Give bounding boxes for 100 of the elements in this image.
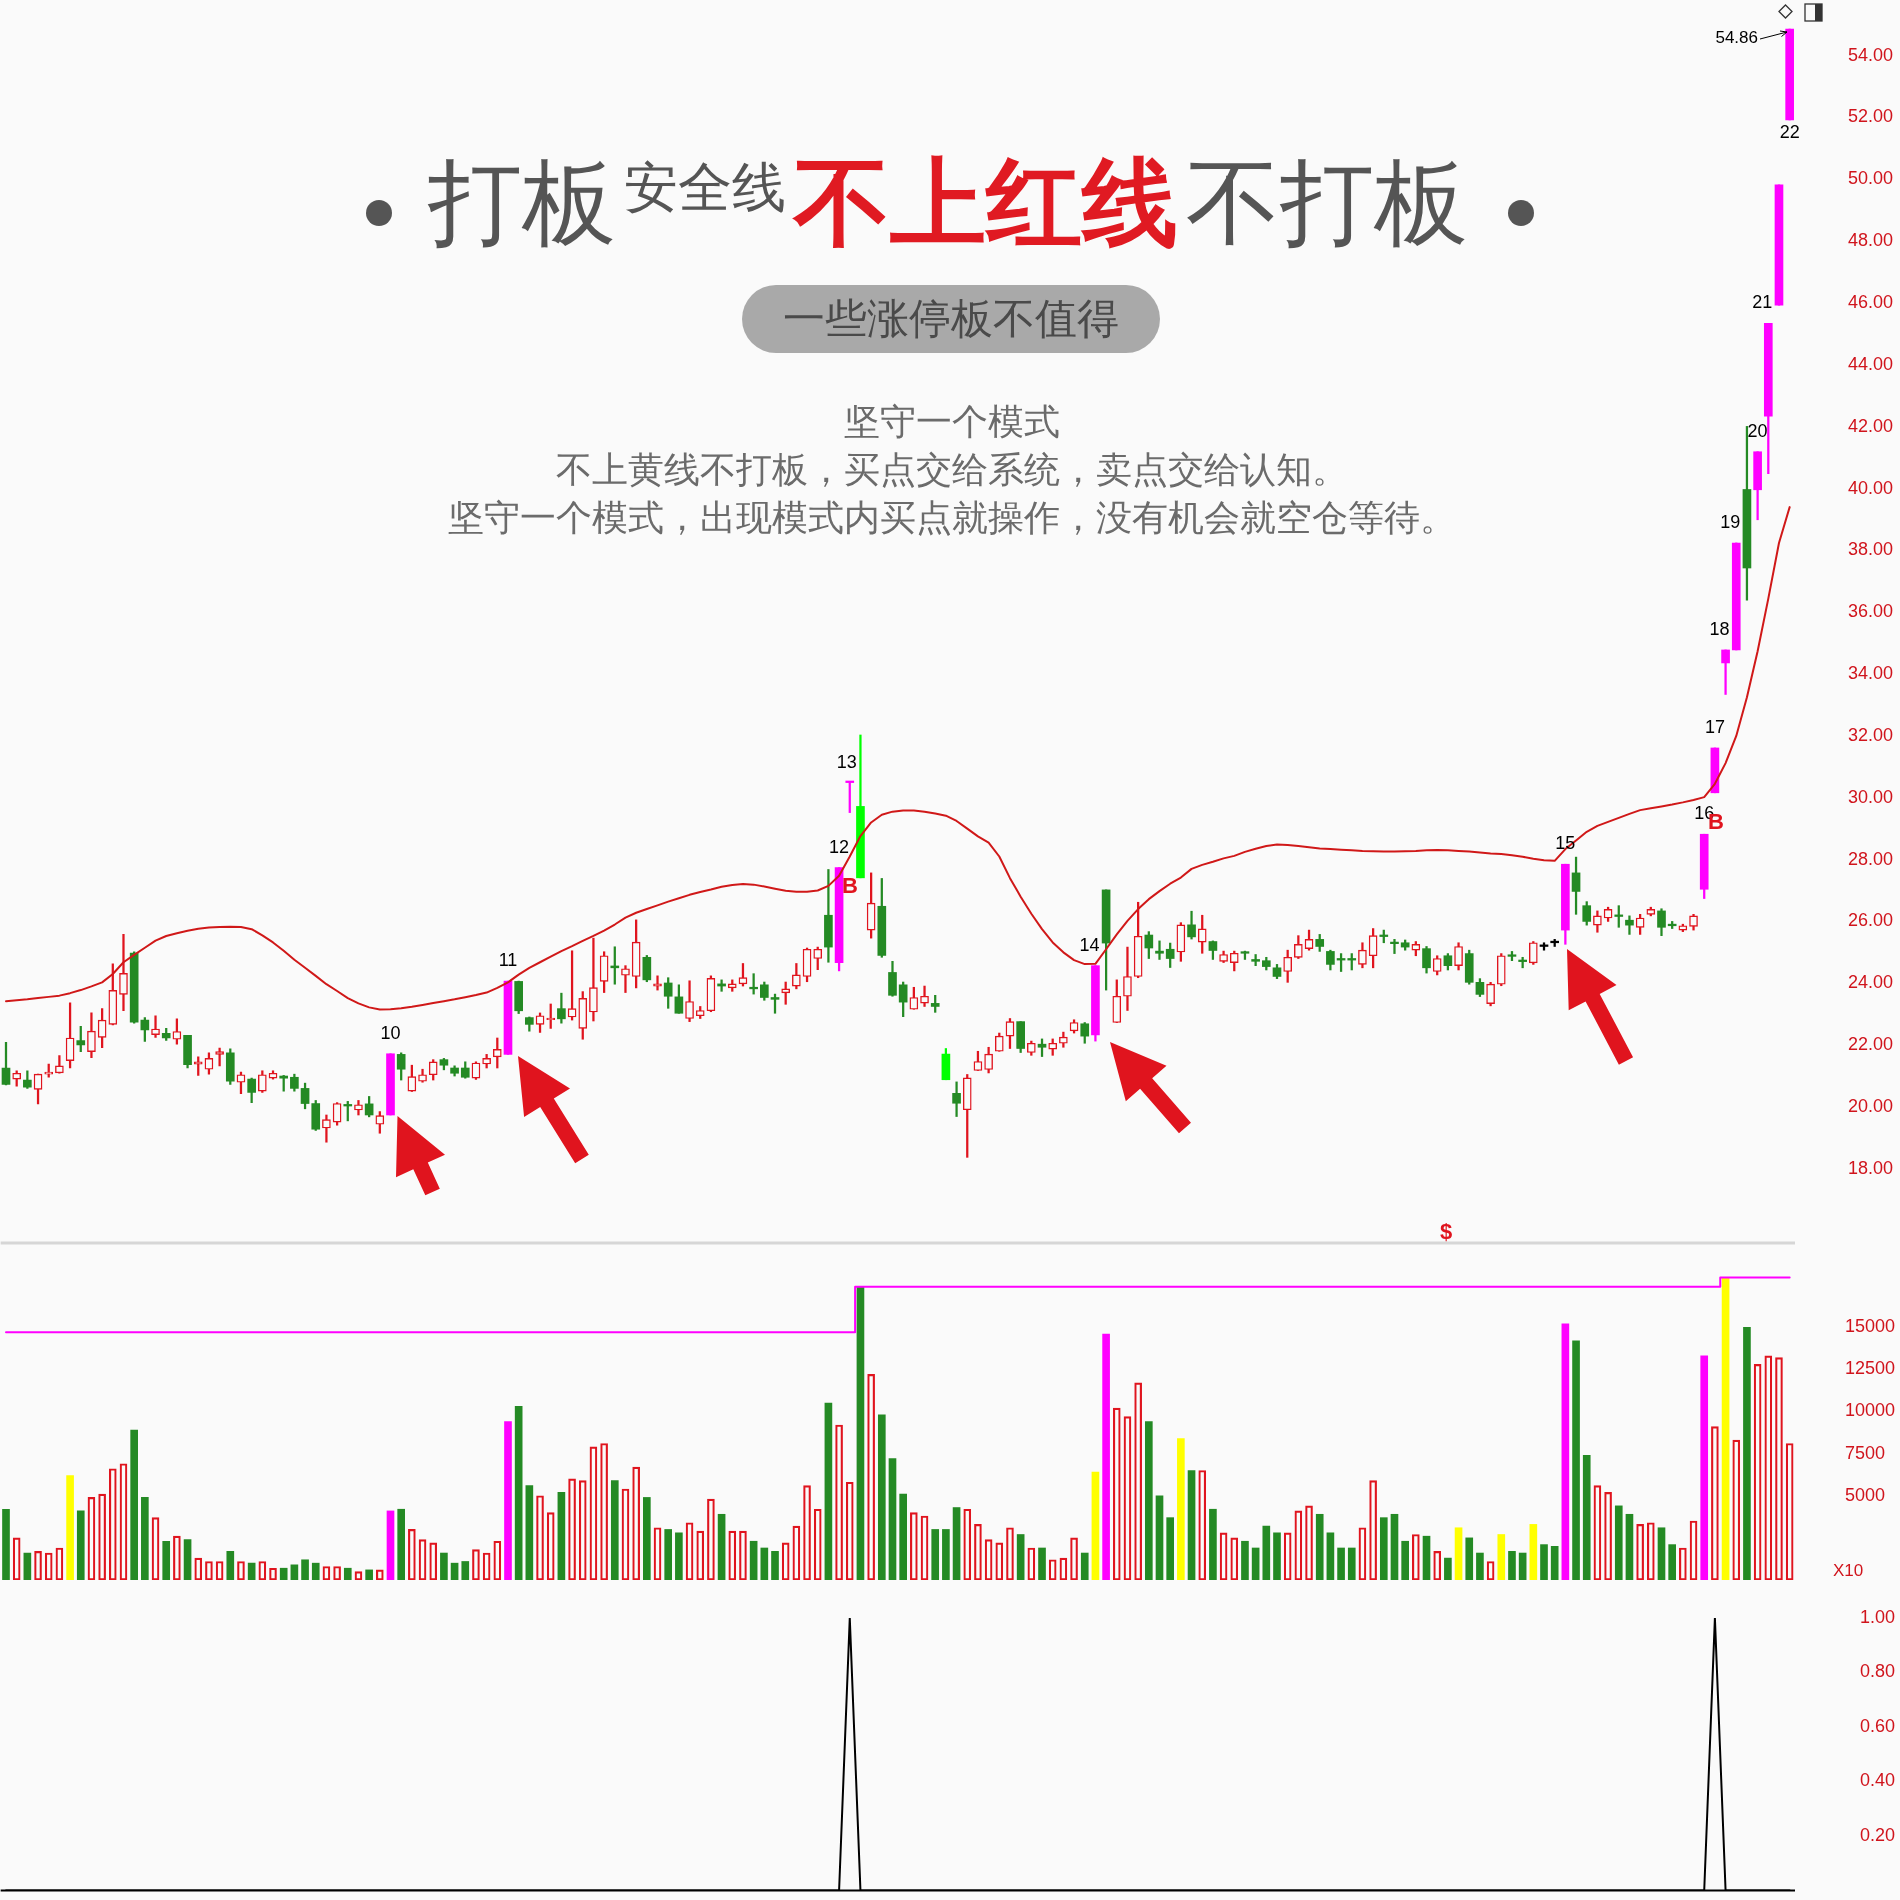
- y-tick-label: 12500: [1845, 1358, 1896, 1379]
- y-tick-label: 28.00: [1848, 848, 1894, 869]
- y-tick-label: 38.00: [1848, 539, 1894, 560]
- bar: [931, 1529, 940, 1580]
- bar: [1326, 1532, 1335, 1580]
- y-tick-label: 36.00: [1848, 601, 1894, 622]
- bar: [1700, 1355, 1709, 1580]
- bar: [279, 1567, 288, 1580]
- y-tick-label: 7500: [1845, 1442, 1886, 1463]
- text: 10: [380, 1022, 401, 1043]
- bar: [1144, 1421, 1153, 1580]
- bar: [1572, 1340, 1580, 1580]
- y-tick-label: 42.00: [1848, 415, 1894, 436]
- bar: [1668, 1544, 1676, 1580]
- bar: [311, 1562, 320, 1580]
- bar: [1209, 1508, 1217, 1580]
- bar: [1347, 1547, 1356, 1580]
- bar: [1444, 1557, 1452, 1580]
- y-tick-label: 18.00: [1848, 1157, 1894, 1178]
- annotation: 54.86: [1715, 28, 1758, 48]
- bar: [1550, 1545, 1559, 1580]
- bar: [1262, 1525, 1271, 1580]
- bar: [664, 1529, 673, 1580]
- bar: [1508, 1551, 1516, 1580]
- candlestick: [1625, 915, 1634, 935]
- y-tick-label: 10000: [1845, 1400, 1896, 1421]
- bar: [749, 1540, 758, 1580]
- bar: [899, 1493, 907, 1580]
- bar: [1540, 1544, 1548, 1580]
- bar: [247, 1562, 256, 1580]
- bar: [504, 1421, 512, 1580]
- bar: [888, 1458, 897, 1580]
- y-tick-label: 54.00: [1848, 44, 1894, 65]
- bar: [760, 1547, 769, 1580]
- bar: [1166, 1517, 1175, 1580]
- bar: [1080, 1552, 1089, 1580]
- bar: [130, 1429, 138, 1580]
- bar: [1529, 1524, 1538, 1580]
- y-tick-label: 32.00: [1848, 724, 1894, 745]
- bar: [771, 1551, 779, 1580]
- candlestick: [1390, 939, 1399, 954]
- bar: [1102, 1333, 1110, 1580]
- text: 11: [498, 950, 518, 971]
- y-tick-label: 0.40: [1860, 1770, 1896, 1791]
- y-tick-label: 48.00: [1848, 230, 1894, 251]
- bar: [1465, 1537, 1474, 1580]
- y-axis-title: X10: [1833, 1560, 1864, 1580]
- bar: [365, 1569, 373, 1580]
- bar: [856, 1286, 865, 1580]
- y-tick-label: 24.00: [1848, 972, 1894, 993]
- annotation: 坚守一个模式，出现模式内买点就操作，没有机会就空仓等待。: [448, 497, 1456, 538]
- bar: [824, 1402, 833, 1580]
- bar: [397, 1508, 406, 1580]
- bar: [1038, 1547, 1046, 1580]
- bar: [440, 1552, 448, 1580]
- bar: [525, 1485, 534, 1580]
- bar: [1155, 1495, 1164, 1580]
- bar: [183, 1539, 192, 1580]
- bar: [1337, 1547, 1345, 1580]
- y-tick-label: 0.80: [1860, 1661, 1896, 1682]
- bar: [1721, 1277, 1730, 1580]
- y-tick-label: 30.00: [1848, 786, 1894, 807]
- bar: [1518, 1552, 1527, 1580]
- bar: [643, 1497, 651, 1580]
- text: 22: [1779, 121, 1800, 142]
- y-tick-label: 40.00: [1848, 477, 1894, 498]
- bar: [1177, 1438, 1185, 1580]
- bar: [1251, 1547, 1260, 1580]
- bar: [952, 1507, 961, 1580]
- bar: [1016, 1534, 1025, 1580]
- candlestick: [952, 1081, 961, 1117]
- bar: [1390, 1513, 1399, 1580]
- y-tick-label: 22.00: [1848, 1034, 1894, 1055]
- bar: [226, 1551, 235, 1580]
- bar: [675, 1532, 683, 1580]
- bar: [1497, 1534, 1506, 1580]
- candlestick: [322, 1114, 331, 1143]
- bar: [610, 1480, 619, 1580]
- text: 17: [1704, 716, 1725, 737]
- y-tick-label: 20.00: [1848, 1095, 1894, 1116]
- bar: [1422, 1535, 1431, 1580]
- y-tick-label: 5000: [1845, 1484, 1886, 1505]
- y-tick-label: 15000: [1845, 1316, 1896, 1337]
- bar: [942, 1529, 950, 1580]
- bar: [2, 1508, 10, 1580]
- annotation: 坚守一个模式: [844, 401, 1060, 442]
- bar: [1625, 1513, 1634, 1580]
- text: 20: [1747, 420, 1768, 441]
- bar: [1273, 1532, 1281, 1580]
- bar: [1582, 1454, 1591, 1580]
- y-tick-label: 34.00: [1848, 663, 1894, 684]
- text: 12: [829, 836, 850, 857]
- bar: [1476, 1552, 1484, 1580]
- bar: [23, 1552, 32, 1580]
- bar: [514, 1406, 523, 1580]
- bar: [450, 1562, 459, 1580]
- bar: [877, 1414, 886, 1580]
- y-tick-label: 0.20: [1860, 1824, 1896, 1845]
- candlestick: [151, 1015, 160, 1038]
- bar: [1454, 1527, 1463, 1580]
